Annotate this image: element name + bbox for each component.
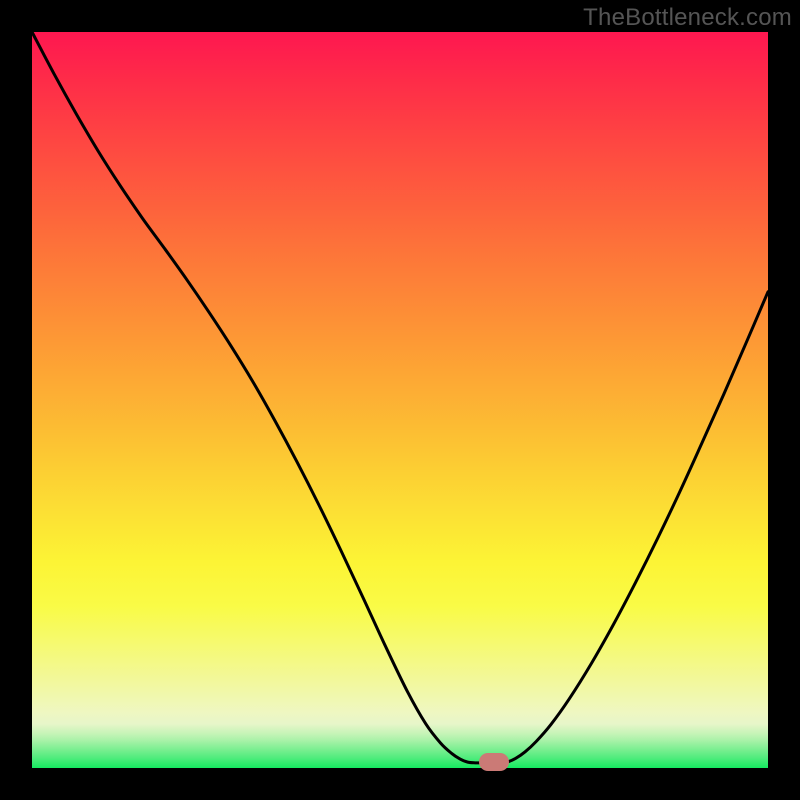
plot-area (32, 32, 768, 768)
optimal-point-marker (479, 753, 509, 771)
curve-path (32, 32, 768, 763)
watermark-text: TheBottleneck.com (583, 4, 792, 32)
bottleneck-curve (32, 32, 768, 768)
figure-root: TheBottleneck.com (0, 0, 800, 800)
